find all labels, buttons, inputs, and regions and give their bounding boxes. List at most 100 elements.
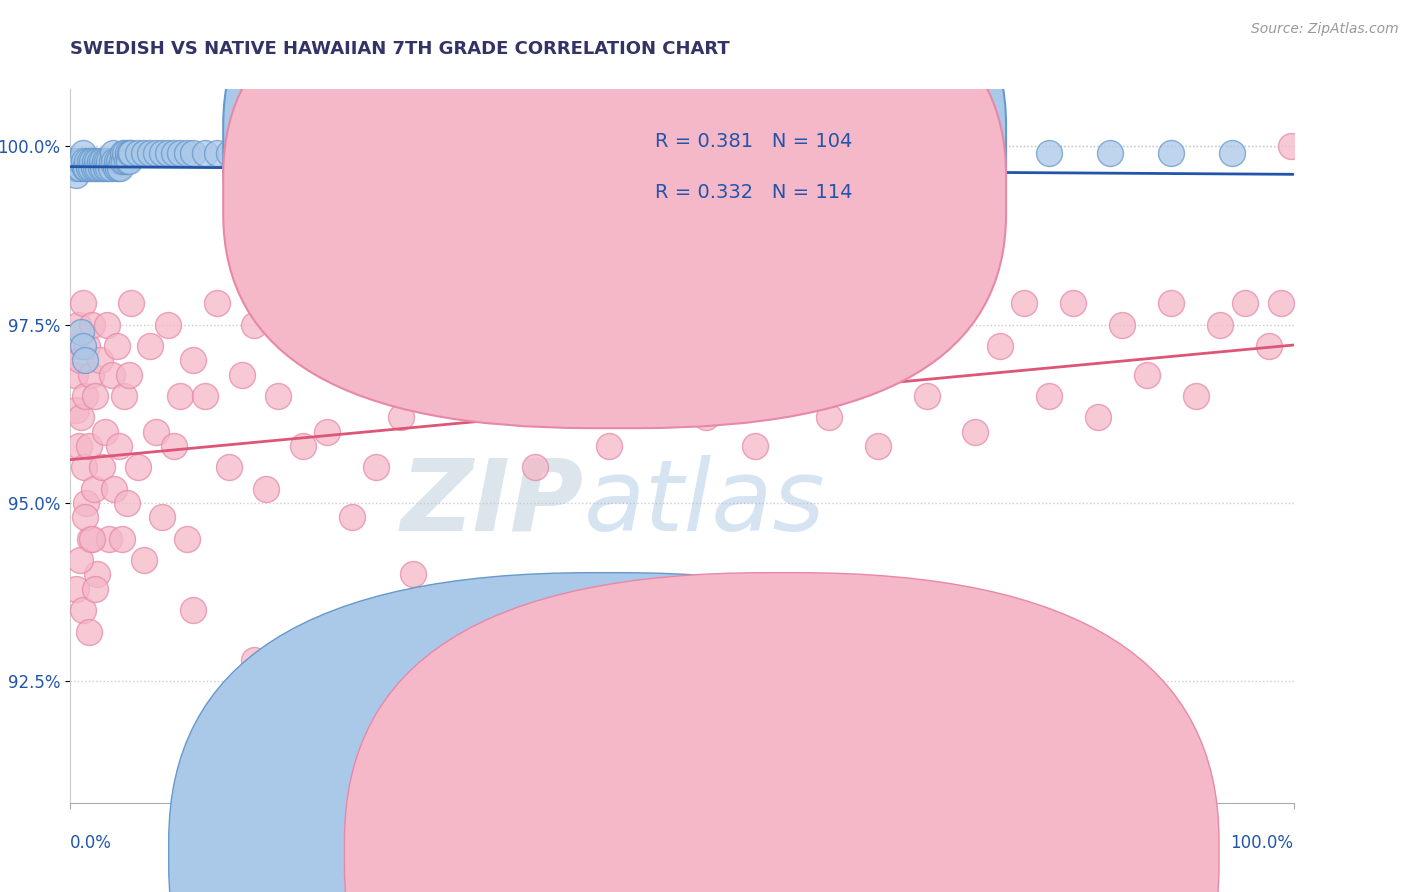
Point [855, 146, 877, 161]
Point [181, 603, 204, 617]
Point [939, 318, 962, 332]
Point [69, 353, 91, 368]
Point [1184, 389, 1206, 403]
Point [353, 146, 375, 161]
Point [524, 460, 547, 475]
Point [915, 389, 938, 403]
Point [89, 153, 111, 168]
Point [499, 296, 522, 310]
Point [83, 482, 105, 496]
Point [73, 153, 96, 168]
Point [842, 318, 865, 332]
Point [1087, 410, 1109, 425]
Point [402, 146, 425, 161]
Point [524, 146, 547, 161]
Point [104, 161, 127, 175]
Point [340, 146, 363, 161]
Point [83, 389, 105, 403]
Point [157, 146, 180, 161]
Point [463, 146, 485, 161]
Point [181, 353, 204, 368]
Point [621, 339, 644, 353]
Point [1160, 296, 1182, 310]
Point [75, 161, 97, 175]
Point [121, 146, 143, 161]
Point [280, 146, 302, 161]
Point [145, 146, 167, 161]
Point [105, 339, 128, 353]
Point [267, 389, 290, 403]
Point [72, 146, 94, 161]
Point [1099, 146, 1122, 161]
Point [84, 161, 107, 175]
Point [77, 439, 100, 453]
Point [291, 146, 314, 161]
Point [176, 146, 198, 161]
Point [610, 146, 633, 161]
Point [671, 146, 693, 161]
Point [76, 153, 98, 168]
Point [73, 389, 96, 403]
Point [291, 439, 314, 453]
Point [67, 153, 90, 168]
Point [1222, 146, 1244, 161]
Point [720, 318, 742, 332]
Point [450, 146, 472, 161]
Point [366, 146, 388, 161]
Point [72, 339, 94, 353]
Point [118, 368, 141, 382]
Point [114, 146, 136, 161]
Point [65, 403, 87, 417]
Point [817, 410, 839, 425]
Point [83, 153, 105, 168]
Point [988, 339, 1011, 353]
Point [304, 710, 326, 724]
Text: atlas: atlas [583, 455, 825, 551]
Point [426, 146, 449, 161]
Point [82, 153, 104, 168]
Point [100, 161, 122, 175]
Point [70, 153, 93, 168]
Point [73, 161, 96, 175]
Point [353, 368, 375, 382]
Point [121, 296, 143, 310]
Point [218, 146, 240, 161]
Point [112, 153, 135, 168]
Point [512, 146, 534, 161]
Point [389, 146, 412, 161]
Point [1014, 296, 1036, 310]
Point [965, 425, 987, 439]
Point [1136, 368, 1159, 382]
Text: R = 0.381   N = 104: R = 0.381 N = 104 [655, 132, 852, 151]
Point [231, 368, 253, 382]
Point [86, 153, 108, 168]
Point [977, 146, 1000, 161]
Point [169, 389, 191, 403]
Point [267, 146, 290, 161]
Point [94, 161, 117, 175]
Point [389, 410, 412, 425]
Point [866, 439, 889, 453]
Point [132, 146, 155, 161]
Point [1038, 389, 1060, 403]
Point [499, 146, 522, 161]
Point [163, 146, 186, 161]
Point [127, 460, 149, 475]
Point [647, 389, 669, 403]
Point [103, 482, 125, 496]
Point [181, 146, 204, 161]
Point [243, 653, 266, 667]
Point [83, 582, 105, 596]
Point [1279, 139, 1302, 153]
Point [475, 389, 498, 403]
Point [1209, 318, 1232, 332]
Point [73, 353, 96, 368]
Point [98, 532, 121, 546]
Point [93, 153, 115, 168]
Point [1111, 318, 1133, 332]
Point [105, 153, 128, 168]
Point [328, 146, 350, 161]
Text: Native Hawaiians: Native Hawaiians [801, 854, 934, 869]
Point [107, 161, 129, 175]
Point [111, 153, 134, 168]
